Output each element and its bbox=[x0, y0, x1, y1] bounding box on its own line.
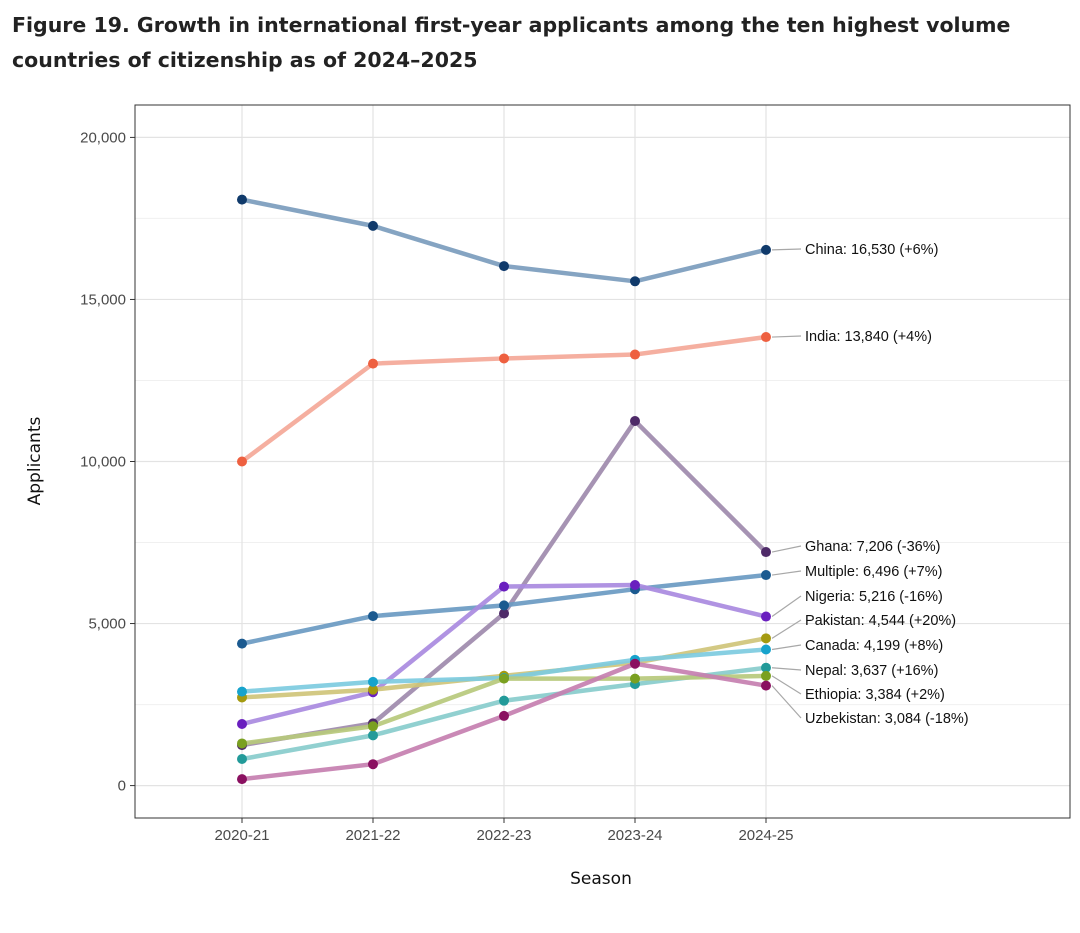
data-point-china bbox=[499, 261, 509, 272]
data-point-nigeria bbox=[499, 581, 509, 592]
leader-line bbox=[771, 335, 802, 338]
data-point-china bbox=[237, 194, 247, 205]
data-point-nigeria bbox=[761, 611, 771, 622]
data-point-nepal bbox=[499, 695, 509, 706]
series-label-india: India: 13,840 (+4%) bbox=[805, 329, 932, 345]
data-point-canada bbox=[237, 686, 247, 697]
series-label-uzbekistan: Uzbekistan: 3,084 (-18%) bbox=[805, 711, 969, 727]
data-point-nepal bbox=[761, 662, 771, 673]
series-label-pakistan: Pakistan: 4,544 (+20%) bbox=[805, 613, 956, 629]
data-point-ethiopia bbox=[499, 673, 509, 684]
series-group bbox=[237, 194, 771, 785]
data-point-multiple bbox=[761, 570, 771, 581]
series-label-nepal: Nepal: 3,637 (+16%) bbox=[805, 663, 938, 679]
series-label-canada: Canada: 4,199 (+8%) bbox=[805, 638, 943, 654]
data-point-india bbox=[630, 349, 640, 360]
data-point-pakistan bbox=[761, 633, 771, 644]
data-point-nigeria bbox=[630, 579, 640, 590]
data-point-canada bbox=[761, 644, 771, 655]
series-label-ethiopia: Ethiopia: 3,384 (+2%) bbox=[805, 687, 945, 703]
leader-line bbox=[771, 685, 802, 719]
figure-title: Figure 19. Growth in international first… bbox=[12, 13, 1011, 72]
x-tick-label: 2020-21 bbox=[214, 827, 269, 844]
data-point-china bbox=[368, 220, 378, 231]
y-axis-ticks: 0 5,000 10,000 15,000 20,000 bbox=[80, 129, 135, 795]
x-tick-label: 2021-22 bbox=[345, 827, 400, 844]
data-point-ghana bbox=[499, 608, 509, 619]
y-tick-label: 15,000 bbox=[80, 291, 126, 308]
x-axis-title: Season bbox=[570, 869, 632, 889]
y-tick-label: 10,000 bbox=[80, 454, 126, 471]
data-point-ethiopia bbox=[630, 673, 640, 684]
data-point-uzbekistan bbox=[237, 774, 247, 785]
data-point-india bbox=[499, 353, 509, 364]
data-point-nepal bbox=[237, 754, 247, 765]
data-point-china bbox=[630, 276, 640, 287]
data-point-china bbox=[761, 244, 771, 255]
y-tick-label: 0 bbox=[118, 778, 126, 795]
gridlines bbox=[135, 105, 1070, 818]
x-tick-label: 2023-24 bbox=[607, 827, 662, 844]
data-point-uzbekistan bbox=[630, 658, 640, 669]
data-point-ethiopia bbox=[237, 738, 247, 749]
data-point-ghana bbox=[630, 415, 640, 426]
x-axis-ticks: 2020-21 2021-22 2022-23 2023-24 2024-25 bbox=[214, 818, 794, 844]
data-point-multiple bbox=[499, 600, 509, 611]
y-tick-label: 20,000 bbox=[80, 129, 126, 146]
series-label-china: China: 16,530 (+6%) bbox=[805, 242, 938, 258]
leader-line bbox=[771, 667, 802, 671]
leader-line bbox=[771, 675, 802, 695]
leader-line bbox=[771, 248, 802, 251]
y-axis-title: Applicants bbox=[25, 416, 45, 505]
data-point-ghana bbox=[761, 547, 771, 558]
data-point-multiple bbox=[368, 611, 378, 622]
data-point-uzbekistan bbox=[368, 759, 378, 770]
data-point-multiple bbox=[237, 638, 247, 649]
data-point-uzbekistan bbox=[761, 680, 771, 691]
leader-line bbox=[771, 570, 802, 576]
leader-line bbox=[771, 545, 802, 553]
data-point-pakistan bbox=[368, 684, 378, 695]
end-labels: China: 16,530 (+6%) India: 13,840 (+4%) Gh… bbox=[771, 242, 969, 727]
x-tick-label: 2024-25 bbox=[738, 827, 793, 844]
data-point-ethiopia bbox=[761, 670, 771, 681]
series-label-ghana: Ghana: 7,206 (-36%) bbox=[805, 539, 940, 555]
data-point-india bbox=[761, 332, 771, 343]
series-label-multiple: Multiple: 6,496 (+7%) bbox=[805, 564, 942, 580]
leader-line bbox=[771, 619, 802, 639]
data-point-nepal bbox=[368, 730, 378, 741]
data-point-canada bbox=[368, 676, 378, 687]
x-tick-label: 2022-23 bbox=[476, 827, 531, 844]
data-point-nigeria bbox=[237, 719, 247, 730]
data-point-ethiopia bbox=[368, 721, 378, 732]
series-label-nigeria: Nigeria: 5,216 (-16%) bbox=[805, 589, 943, 605]
data-point-uzbekistan bbox=[499, 710, 509, 721]
leader-line bbox=[771, 595, 802, 618]
leader-line bbox=[771, 644, 802, 651]
data-point-india bbox=[368, 358, 378, 369]
y-tick-label: 5,000 bbox=[88, 616, 126, 633]
data-point-india bbox=[237, 456, 247, 467]
